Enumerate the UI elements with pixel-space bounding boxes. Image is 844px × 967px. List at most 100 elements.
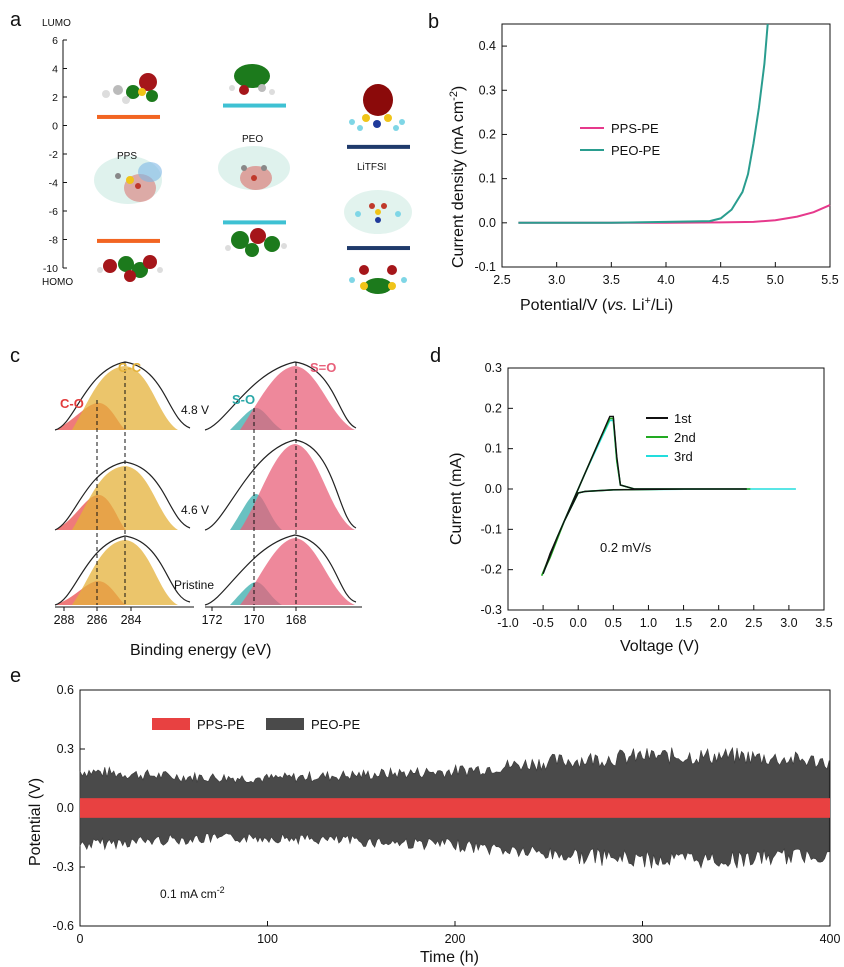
d-xtick-label-1: -0.5 [532, 616, 554, 630]
xps-s2p-pristine [205, 535, 356, 605]
peak-label-c-c: C-C [118, 360, 142, 375]
d-ytick-label-4: 0.1 [485, 442, 502, 456]
e-ytick-label-0: 0.6 [57, 683, 74, 697]
c-right-tick-label-0: 172 [202, 613, 223, 627]
d-ytick-label-1: -0.2 [480, 563, 502, 577]
scan-rate-annotation: 0.2 mV/s [600, 540, 652, 555]
b-ytick-label-1: 0.0 [479, 216, 496, 230]
y-axis-label-e: Potential (V) [27, 778, 44, 866]
xps-c1s-4p6v [55, 462, 190, 530]
row-label-4p8v: 4.8 V [181, 403, 209, 417]
energy-tick-label-7: -8 [49, 235, 58, 247]
e-xtick-label-2: 200 [445, 932, 466, 946]
b-xtick-label-1: 3.0 [548, 273, 565, 287]
panel-b: b 2.5 3.0 3.5 4.0 4.5 5.0 5.5 -0.1 0.0 0.1 0.2 0.3 0… [428, 11, 839, 314]
b-ytick-label-4: 0.3 [479, 83, 496, 97]
legend-label-1st: 1st [674, 411, 692, 426]
peo-lumo-level [223, 104, 286, 108]
b-ytick-label-2: 0.1 [479, 172, 496, 186]
e-xtick-label-3: 300 [632, 932, 653, 946]
panel-c: c C-O C-C 4.8 V 4.6 V Pristine [10, 345, 362, 659]
panel-label-c: c [10, 345, 20, 367]
pps-label: PPS [117, 151, 137, 162]
peak-label-s-eq-o: S=O [310, 360, 336, 375]
d-ytick-label-3: 0.0 [485, 482, 502, 496]
pps-molecule-surface [94, 156, 162, 204]
legend-label-2nd: 2nd [674, 430, 696, 445]
panel-label-b: b [428, 11, 439, 33]
b-ytick-label-5: 0.4 [479, 39, 496, 53]
b-xtick-label-0: 2.5 [493, 273, 510, 287]
b-xtick-label-3: 4.0 [657, 273, 674, 287]
litfsi-label: LiTFSI [357, 162, 386, 173]
litfsi-homo-orbital [349, 265, 407, 294]
d-xtick-label-4: 1.0 [640, 616, 657, 630]
row-label-4p6v: 4.6 V [181, 503, 209, 517]
d-xtick-label-6: 2.0 [710, 616, 727, 630]
current-density-annotation: 0.1 mA cm-2 [160, 885, 225, 901]
panel-label-a: a [10, 9, 22, 31]
series-line-pps-pe [518, 205, 830, 223]
b-ytick-label-0: -0.1 [474, 260, 496, 274]
x-axis-label-c: Binding energy (eV) [130, 642, 271, 659]
d-xtick-label-7: 2.5 [745, 616, 762, 630]
peo-homo-orbital [225, 228, 287, 257]
litfsi-homo-level [347, 246, 410, 250]
e-xtick-label-4: 400 [820, 932, 841, 946]
x-axis-label-b: Potential/V (vs. Li+/Li) [520, 295, 673, 314]
panel-a: a LUMO HOMO 6 4 2 0 -2 -4 -6 -8 -10 PPS [10, 9, 412, 294]
y-axis-label-b: Current density (mA cm-2) [448, 86, 467, 268]
plot-frame-b [502, 24, 830, 267]
panel-d: d -1.0 -0.5 0.0 0.5 1.0 1.5 2.0 2.5 3.0 3.5 -0.3 -0… [430, 345, 833, 655]
c-right-tick-label-2: 168 [286, 613, 307, 627]
energy-tick-label-5: -4 [49, 178, 58, 190]
b-ytick-label-3: 0.2 [479, 127, 496, 141]
legend-label-peo-pe-e: PEO-PE [311, 717, 360, 732]
energy-tick-label-3: 0 [52, 121, 58, 133]
d-xtick-label-0: -1.0 [497, 616, 519, 630]
d-xtick-label-9: 3.5 [815, 616, 832, 630]
peak-label-s-o: S-O [232, 392, 255, 407]
legend-label-3rd: 3rd [674, 449, 693, 464]
b-xtick-label-5: 5.0 [767, 273, 784, 287]
d-xtick-label-8: 3.0 [780, 616, 797, 630]
pps-homo-level [97, 239, 160, 243]
energy-tick-label-0: 6 [52, 35, 58, 47]
litfsi-lumo-level [347, 145, 410, 149]
series-line-3rd [543, 420, 796, 573]
legend-swatch-peo-pe-e [266, 718, 304, 730]
d-ytick-label-0: -0.3 [480, 603, 502, 617]
energy-tick-label-8: -10 [43, 263, 58, 275]
b-xtick-label-2: 3.5 [603, 273, 620, 287]
pps-homo-orbital [97, 255, 163, 282]
e-xtick-label-0: 0 [77, 932, 84, 946]
litfsi-lumo-orbital [349, 84, 405, 131]
litfsi-molecule-surface [344, 190, 412, 234]
e-ytick-label-4: -0.6 [52, 919, 74, 933]
d-xtick-label-3: 0.5 [605, 616, 622, 630]
peo-molecule-surface [218, 146, 290, 190]
energy-tick-label-6: -6 [49, 206, 58, 218]
homo-label: HOMO [42, 277, 73, 288]
d-ytick-label-5: 0.2 [485, 401, 502, 415]
legend-label-pps-pe-e: PPS-PE [197, 717, 245, 732]
peo-homo-level [223, 220, 286, 224]
legend-label-peo-pe: PEO-PE [611, 143, 660, 158]
e-ytick-label-1: 0.3 [57, 742, 74, 756]
legend-swatch-pps-pe-e [152, 718, 190, 730]
b-xtick-label-4: 4.5 [712, 273, 729, 287]
b-xtick-label-6: 5.5 [821, 273, 838, 287]
xps-s2p-4p6v [205, 440, 356, 530]
peo-lumo-orbital [229, 64, 275, 95]
d-xtick-label-5: 1.5 [675, 616, 692, 630]
row-label-pristine: Pristine [174, 578, 214, 592]
axis-ticks-b: 2.5 3.0 3.5 4.0 4.5 5.0 5.5 -0.1 0.0 0.1 0.2 0.3 0.4 [474, 39, 838, 287]
xps-c1s-pristine [55, 536, 190, 605]
legend-label-pps-pe: PPS-PE [611, 121, 659, 136]
c-left-tick-label-0: 288 [54, 613, 75, 627]
energy-tick-label-4: -2 [49, 149, 58, 161]
d-xtick-label-2: 0.0 [570, 616, 587, 630]
peo-label: PEO [242, 134, 263, 145]
